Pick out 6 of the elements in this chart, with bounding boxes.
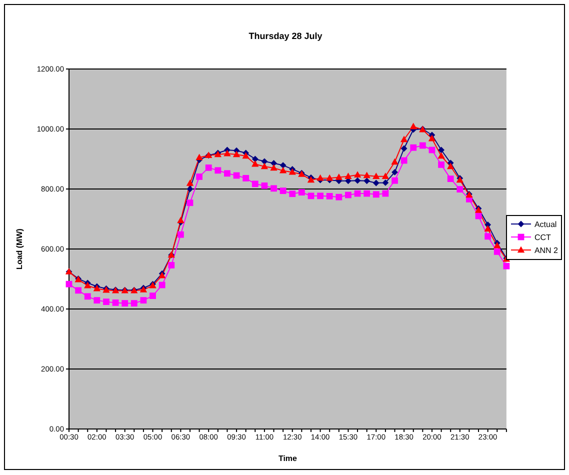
y-axis-title: Load (MW)	[14, 228, 24, 270]
legend-label: ANN 2	[534, 246, 558, 254]
chart-title: Thursday 28 July	[248, 31, 324, 41]
legend-label: Actual	[534, 220, 557, 228]
x-axis-title: Time	[278, 454, 298, 463]
legend-label: CCT	[534, 232, 551, 242]
